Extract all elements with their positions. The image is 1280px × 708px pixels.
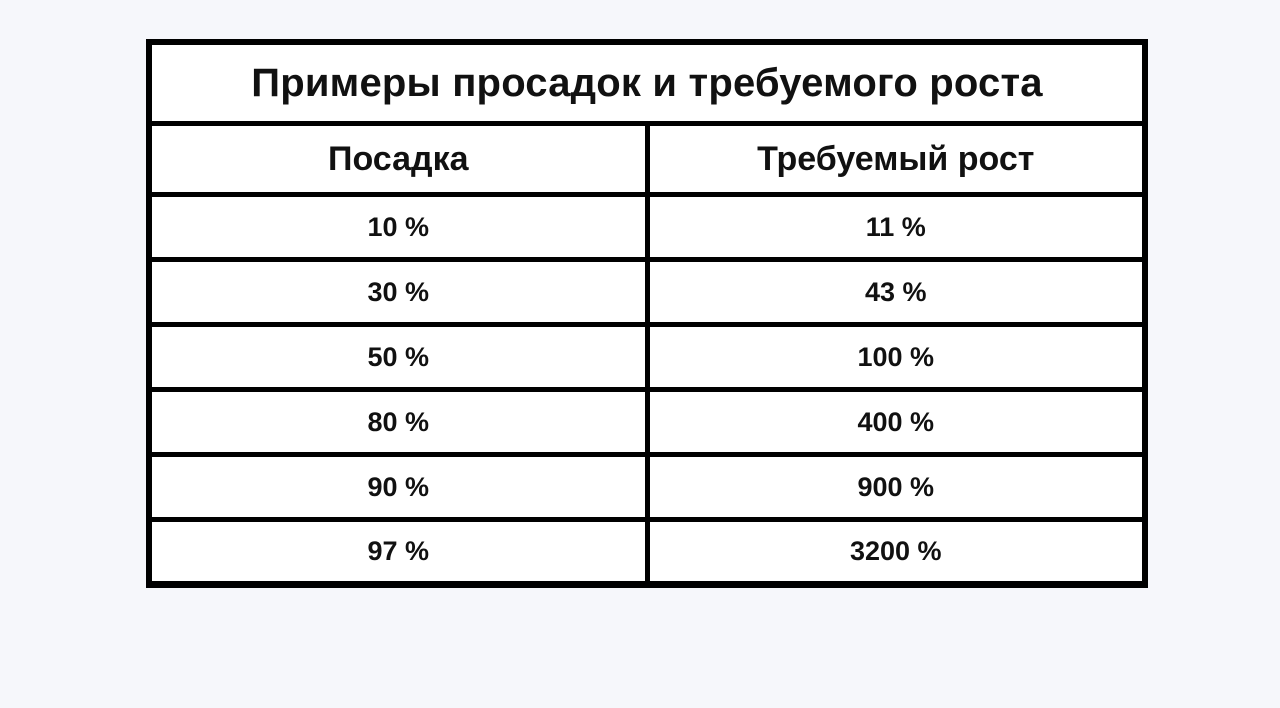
drawdown-cell: 97 % bbox=[152, 522, 645, 581]
table-grid: Примеры просадок и требуемого роста Поса… bbox=[152, 45, 1142, 582]
drawdown-cell: 30 % bbox=[152, 262, 645, 322]
drawdown-cell: 80 % bbox=[152, 392, 645, 452]
required-growth-cell: 43 % bbox=[649, 262, 1142, 322]
required-growth-cell: 400 % bbox=[649, 392, 1142, 452]
required-growth-cell: 900 % bbox=[649, 457, 1142, 517]
header-required-growth: Требуемый рост bbox=[649, 126, 1142, 192]
drawdown-cell: 50 % bbox=[152, 327, 645, 387]
required-growth-cell: 100 % bbox=[649, 327, 1142, 387]
required-growth-cell: 11 % bbox=[649, 197, 1142, 257]
drawdown-cell: 10 % bbox=[152, 197, 645, 257]
table-title: Примеры просадок и требуемого роста bbox=[152, 45, 1142, 121]
header-drawdown: Посадка bbox=[152, 126, 645, 192]
drawdown-table: Примеры просадок и требуемого роста Поса… bbox=[146, 39, 1148, 588]
drawdown-cell: 90 % bbox=[152, 457, 645, 517]
required-growth-cell: 3200 % bbox=[649, 522, 1142, 581]
